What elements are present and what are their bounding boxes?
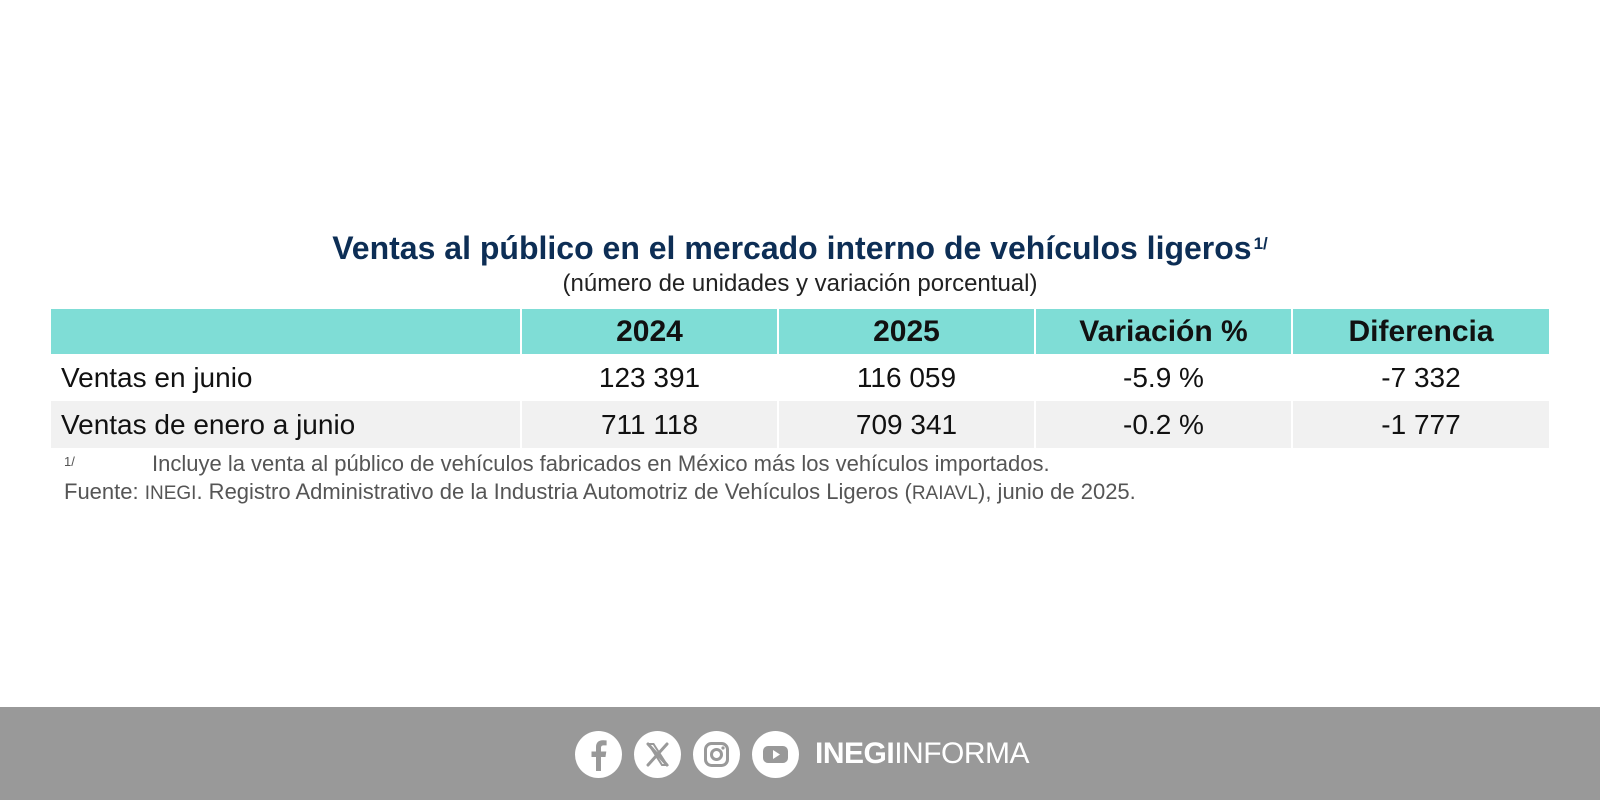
cell-diferencia: -1 777	[1291, 401, 1549, 448]
footnote-mark: 1/	[64, 454, 75, 469]
footnote-text: Incluye la venta al público de vehículos…	[152, 451, 1050, 476]
brand-light: INFORMA	[894, 737, 1030, 770]
header-variacion: Variación %	[1034, 309, 1292, 354]
sales-table: 2024 2025 Variación % Diferencia Ventas …	[51, 309, 1549, 448]
source-text-end: ), junio de 2025.	[978, 479, 1136, 504]
source-acronym: RAIAVL	[911, 483, 978, 504]
cell-diferencia: -7 332	[1291, 354, 1549, 401]
instagram-icon[interactable]	[693, 730, 740, 778]
table-header-row: 2024 2025 Variación % Diferencia	[51, 309, 1549, 354]
title-text: Ventas al público en el mercado interno …	[332, 230, 1252, 266]
header-label	[51, 309, 521, 354]
row-label: Ventas de enero a junio	[51, 401, 521, 448]
source-note: Fuente: INEGI. Registro Administrativo d…	[64, 478, 1136, 508]
cell-2024: 711 118	[520, 401, 778, 448]
table-title: Ventas al público en el mercado interno …	[0, 228, 1600, 268]
inegi-informa-logo: INEGIINFORMA	[815, 737, 1030, 771]
cell-2025: 116 059	[777, 354, 1035, 401]
header-2024: 2024	[520, 309, 778, 354]
source-org: INEGI	[144, 483, 197, 504]
cell-2025: 709 341	[777, 401, 1035, 448]
facebook-icon[interactable]	[575, 730, 622, 778]
title-footnote-mark: 1/	[1253, 234, 1268, 253]
row-label: Ventas en junio	[61, 361, 253, 393]
youtube-icon[interactable]	[752, 730, 799, 778]
table-subtitle: (número de unidades y variación porcentu…	[562, 270, 1038, 297]
cell-variacion: -5.9 %	[1034, 354, 1292, 401]
source-label: Fuente:	[64, 479, 145, 504]
source-text: . Registro Administrativo de la Industri…	[196, 479, 912, 504]
footnote: 1/Incluye la venta al público de vehícul…	[64, 450, 1136, 478]
footer-social-group: INEGIINFORMA	[575, 730, 1030, 778]
header-diferencia: Diferencia	[1291, 309, 1549, 354]
header-2025: 2025	[777, 309, 1035, 354]
footer-bar: INEGIINFORMA	[0, 707, 1600, 800]
cell-variacion: -0.2 %	[1034, 401, 1292, 448]
table-row: Ventas de enero a junio 711 118 709 341 …	[51, 401, 1549, 448]
table-notes: 1/Incluye la venta al público de vehícul…	[64, 450, 1136, 508]
cell-2024: 123 391	[520, 354, 778, 401]
x-icon[interactable]	[634, 730, 681, 778]
table-row: Ventas en junio 123 391 116 059 -5.9 % -…	[51, 354, 1549, 401]
brand-bold: INEGI	[815, 737, 895, 770]
